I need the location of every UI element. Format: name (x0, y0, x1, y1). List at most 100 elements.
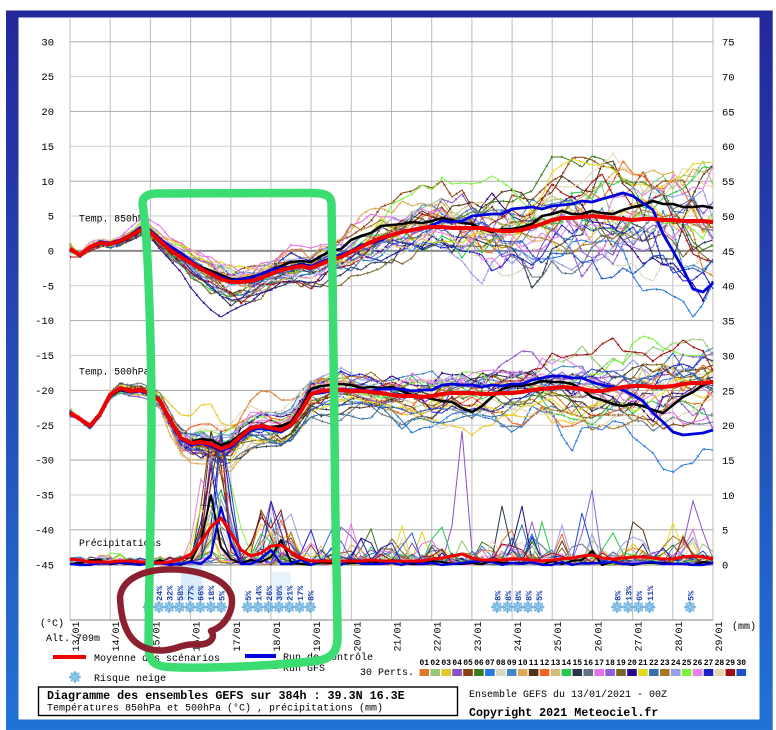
svg-text:24%: 24% (155, 585, 165, 601)
svg-text:45: 45 (722, 247, 735, 259)
svg-text:05: 05 (463, 659, 473, 668)
svg-text:-40: -40 (35, 525, 54, 537)
svg-text:32%: 32% (166, 585, 176, 601)
svg-text:-15: -15 (35, 351, 54, 363)
svg-text:15/01: 15/01 (151, 621, 163, 651)
svg-text:30: 30 (41, 37, 54, 49)
svg-text:Précipitations: Précipitations (79, 538, 161, 549)
svg-text:17: 17 (594, 659, 604, 668)
svg-text:08: 08 (496, 659, 506, 668)
svg-text:21/01: 21/01 (393, 621, 405, 651)
svg-text:66%: 66% (197, 585, 207, 601)
svg-text:-20: -20 (35, 386, 54, 398)
svg-text:-10: -10 (35, 316, 54, 328)
svg-text:14%: 14% (254, 585, 264, 601)
svg-text:58%: 58% (176, 585, 186, 601)
svg-text:Temp. 850hPa: Temp. 850hPa (79, 214, 150, 225)
svg-text:24: 24 (671, 659, 681, 668)
svg-text:23: 23 (660, 659, 670, 668)
svg-text:6%: 6% (635, 590, 645, 601)
svg-text:14/01: 14/01 (111, 621, 123, 651)
svg-text:8%: 8% (504, 590, 514, 601)
svg-text:30 Perts.: 30 Perts. (360, 668, 414, 679)
svg-text:09: 09 (507, 659, 517, 668)
svg-text:04: 04 (452, 659, 462, 668)
svg-text:17%: 17% (296, 585, 306, 601)
svg-text:0: 0 (48, 247, 54, 259)
svg-text:75: 75 (722, 38, 735, 50)
svg-text:27/01: 27/01 (634, 621, 646, 651)
svg-text:11%: 11% (646, 585, 656, 601)
svg-text:70: 70 (722, 73, 735, 85)
svg-text:26/01: 26/01 (593, 621, 605, 651)
svg-text:10: 10 (722, 491, 735, 503)
svg-text:5%: 5% (244, 590, 254, 601)
svg-text:5%: 5% (535, 590, 545, 601)
svg-text:55: 55 (722, 177, 735, 189)
svg-text:-35: -35 (35, 491, 54, 503)
svg-text:15: 15 (41, 142, 54, 154)
svg-text:23/01: 23/01 (473, 621, 485, 651)
svg-text:17/01: 17/01 (232, 621, 244, 651)
svg-text:Températures 850hPa et 500hPa: Températures 850hPa et 500hPa (°C) , pré… (47, 703, 383, 715)
svg-text:07: 07 (485, 659, 495, 668)
svg-text:25: 25 (41, 72, 54, 84)
svg-text:26%: 26% (265, 585, 275, 601)
svg-text:19: 19 (616, 659, 626, 668)
svg-text:18/01: 18/01 (272, 621, 284, 651)
svg-text:06: 06 (474, 659, 484, 668)
svg-text:50: 50 (722, 212, 735, 224)
svg-text:Alt. 709m: Alt. 709m (46, 633, 100, 645)
svg-text:Risque neige: Risque neige (94, 673, 166, 685)
svg-text:8%: 8% (514, 590, 524, 601)
svg-text:15: 15 (722, 456, 735, 468)
svg-text:11: 11 (529, 659, 539, 668)
svg-text:16: 16 (583, 659, 593, 668)
svg-text:21%: 21% (286, 585, 296, 601)
svg-text:Diagramme des ensembles GEFS s: Diagramme des ensembles GEFS sur 384h : … (47, 689, 405, 703)
svg-text:Run GFS: Run GFS (283, 664, 325, 675)
svg-text:27: 27 (704, 659, 714, 668)
svg-text:26: 26 (693, 659, 703, 668)
svg-text:40: 40 (722, 282, 735, 294)
svg-text:8%: 8% (307, 590, 317, 601)
svg-text:Moyenne des scénarios: Moyenne des scénarios (94, 653, 220, 665)
svg-text:30%: 30% (275, 585, 285, 601)
svg-text:65: 65 (722, 107, 735, 119)
svg-text:19/01: 19/01 (312, 621, 324, 651)
svg-text:35: 35 (722, 317, 735, 329)
svg-text:8%: 8% (493, 590, 503, 601)
svg-text:(°C): (°C) (40, 618, 64, 630)
svg-text:5: 5 (722, 526, 728, 538)
svg-text:28: 28 (715, 659, 725, 668)
svg-text:-45: -45 (35, 560, 54, 572)
svg-text:8%: 8% (613, 590, 623, 601)
svg-text:13/01: 13/01 (71, 621, 83, 651)
svg-text:20: 20 (722, 421, 735, 433)
svg-text:Temp. 500hPa: Temp. 500hPa (79, 367, 150, 378)
svg-text:03: 03 (441, 659, 451, 668)
svg-text:28/01: 28/01 (674, 621, 686, 651)
svg-text:25: 25 (682, 659, 692, 668)
svg-text:02: 02 (430, 659, 440, 668)
svg-text:22: 22 (649, 659, 659, 668)
svg-text:18: 18 (605, 659, 615, 668)
svg-text:5%: 5% (218, 590, 228, 601)
svg-text:25: 25 (722, 386, 735, 398)
svg-text:(mm): (mm) (732, 621, 756, 633)
svg-text:-5: -5 (41, 281, 54, 293)
svg-text:18%: 18% (207, 585, 217, 601)
svg-text:21: 21 (638, 659, 648, 668)
svg-text:20: 20 (41, 107, 54, 119)
svg-text:0: 0 (722, 561, 728, 573)
svg-text:01: 01 (419, 659, 429, 668)
svg-text:12: 12 (540, 659, 550, 668)
svg-text:15: 15 (572, 659, 582, 668)
svg-text:60: 60 (722, 142, 735, 154)
svg-text:8%: 8% (524, 590, 534, 601)
svg-text:77%: 77% (186, 585, 196, 601)
svg-text:13: 13 (551, 659, 561, 668)
svg-text:24/01: 24/01 (513, 621, 525, 651)
svg-text:30: 30 (736, 659, 746, 668)
svg-text:29: 29 (725, 659, 735, 668)
